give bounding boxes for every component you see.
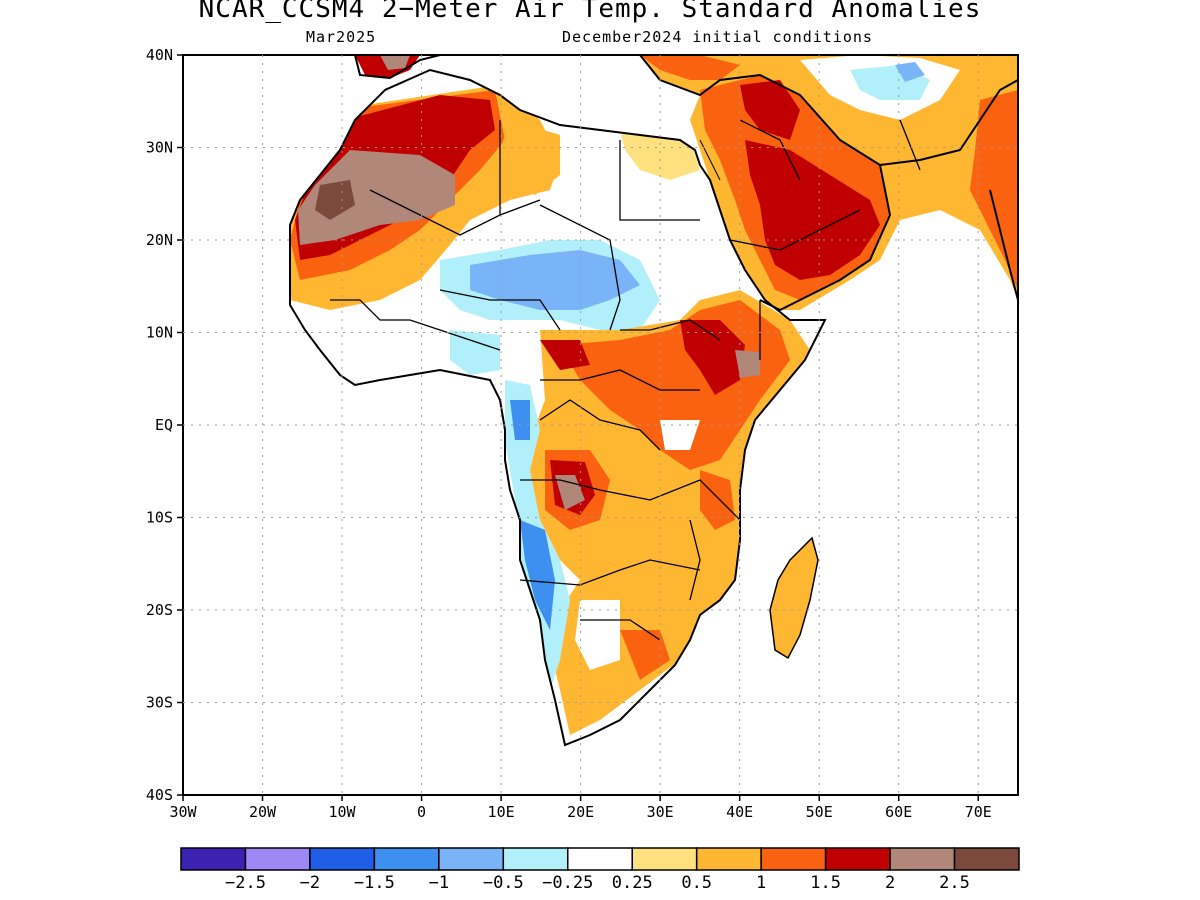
india-coastline (989, 189, 1019, 301)
lon-tick-label: 20W (249, 803, 277, 821)
coast-cool-region (450, 330, 500, 375)
lon-tick-label: 30E (647, 803, 674, 821)
india-orange-region (970, 90, 1018, 290)
lat-tick-label: 40N (146, 46, 173, 64)
lon-tick-label: 10E (488, 803, 515, 821)
lon-tick-label: 70E (965, 803, 992, 821)
colorbar-swatch (631, 847, 698, 871)
colorbar-label: 2 (885, 873, 895, 893)
colorbar-swatch (244, 847, 311, 871)
colorbar-swatch (180, 847, 247, 871)
colorbar-label: 0.25 (612, 873, 653, 893)
gabon-blue-region (510, 400, 530, 440)
colorbar-swatch (953, 847, 1020, 871)
colorbar-label: 2.5 (939, 873, 970, 893)
lon-tick-label: 10W (329, 803, 357, 821)
lon-tick-label: 50E (806, 803, 833, 821)
colorbar-label: 1.5 (810, 873, 841, 893)
iberia-coastline (354, 54, 441, 80)
madagascar (769, 536, 819, 660)
lon-tick-label: 30W (169, 803, 197, 821)
colorbar-label: −1.5 (354, 873, 395, 893)
lon-tick-label: 0 (417, 803, 426, 821)
sahara-darkbrown-region (315, 180, 355, 220)
lon-tick-label: 60E (885, 803, 912, 821)
sa-orange-region (620, 630, 670, 680)
lat-tick-label: 30N (146, 139, 173, 157)
lat-tick-label: 10S (146, 509, 173, 527)
colorbar-label: −1 (429, 873, 449, 893)
colorbar-label: −0.25 (542, 873, 593, 893)
colorbar-swatch (438, 847, 505, 871)
sahara-brown-region (298, 150, 455, 245)
turkey-orange-region (640, 55, 740, 80)
map-title: NCAR_CCSM4 2−Meter Air Temp. Standard An… (198, 0, 982, 24)
coastline-layer (289, 54, 1019, 747)
libya-warm-region (500, 120, 560, 195)
namibia-blue-region (520, 520, 555, 630)
arabia-coastline (639, 54, 892, 312)
colorbar-swatch (309, 847, 376, 871)
colorbar-label: −2 (300, 873, 320, 893)
colorbar-label: −0.5 (483, 873, 524, 893)
anomaly-layer (355, 55, 1018, 310)
colorbar-swatch (373, 847, 440, 871)
lat-tick-label: 40S (146, 786, 173, 804)
colorbar-swatch (695, 847, 762, 871)
africa-coastline (289, 68, 827, 747)
lon-tick-label: 40E (726, 803, 753, 821)
lat-tick-label: 20S (146, 601, 173, 619)
colorbar-swatch (567, 847, 633, 871)
tanzania-orange-region (700, 470, 735, 530)
colorbar-label: 0.5 (681, 873, 712, 893)
iberia-brown-region (380, 55, 410, 70)
asia-coastline (879, 79, 1019, 166)
red-sea-west (699, 139, 721, 181)
sahel-blue-region (470, 250, 640, 310)
lake-victoria-neutral (660, 420, 700, 450)
iraq-red-region (740, 80, 800, 140)
colorbar-swatch (889, 847, 956, 871)
lat-tick-label: EQ (155, 416, 173, 434)
lon-tick-label: 20E (567, 803, 594, 821)
lat-tick-label: 20N (146, 231, 173, 249)
colorbar: −2.5 −2 −1.5 −1 −0.5 −0.25 0.25 0.5 1 1.5 2 2.5 (180, 847, 1020, 893)
ethiopia-red-region (680, 320, 745, 395)
colorbar-swatch (502, 847, 569, 871)
egypt-yellow-region (620, 130, 700, 180)
cameroon-red-region (540, 340, 590, 370)
initial-conditions: December2024 initial conditions (562, 28, 873, 46)
colorbar-swatch (824, 847, 891, 871)
gridlines (183, 55, 1018, 795)
country-borders (330, 119, 921, 641)
colorbar-label: 1 (756, 873, 766, 893)
iran-blue-spot (895, 62, 925, 82)
lat-tick-label: 10N (146, 324, 173, 342)
arabia-red-region (745, 140, 880, 280)
lat-tick-label: 30S (146, 694, 173, 712)
botswana-neutral-region (575, 600, 620, 670)
ethiopia-brown-region (735, 350, 760, 378)
colorbar-swatch (760, 847, 827, 871)
valid-month: Mar2025 (306, 28, 377, 46)
colorbar-label: −2.5 (225, 873, 266, 893)
